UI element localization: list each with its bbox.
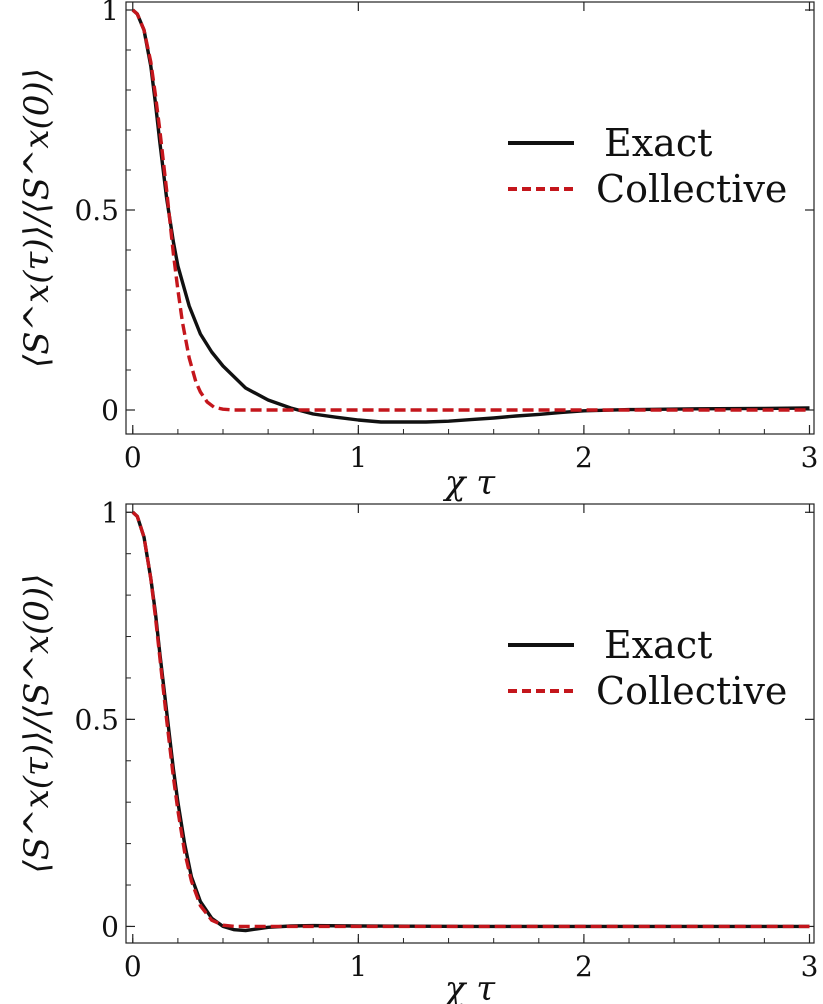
x-axis-label: χ τ — [443, 969, 496, 1004]
y-tick-label: 0 — [101, 910, 119, 943]
legend-label-exact: Exact — [604, 623, 712, 667]
x-tick-label: 3 — [801, 950, 819, 983]
legend-label-exact: Exact — [604, 121, 712, 165]
x-tick-label: 3 — [801, 441, 819, 474]
series-line-collective — [131, 511, 810, 929]
x-tick-label: 1 — [349, 950, 367, 983]
y-tick-label: 0 — [101, 394, 119, 427]
y-tick-label: 0.5 — [74, 703, 119, 736]
x-tick-label: 0 — [124, 441, 142, 474]
chart-panel-bottom: 0 1 2 3 0 0.5 1 χ τ ⟨S^x(τ)⟩/⟨S^x(0)⟩ ExactCollec… — [17, 496, 818, 1004]
x-tick-label: 0 — [124, 950, 142, 983]
x-tick-label: 2 — [575, 441, 593, 474]
y-tick-label: 1 — [101, 0, 119, 27]
chart-panel-top: 0 1 2 3 0 0.5 1 χ τ ⟨S^x(τ)⟩/⟨S^x(0)⟩ ExactCollec… — [17, 0, 818, 503]
series-line-collective — [131, 8, 810, 412]
plot-frame — [125, 1, 815, 435]
x-tick-label: 2 — [575, 950, 593, 983]
y-tick-label: 0.5 — [74, 194, 119, 227]
y-tick-label: 1 — [101, 496, 119, 529]
x-tick-label: 1 — [349, 441, 367, 474]
series-line-exact — [131, 511, 810, 933]
x-axis-label: χ τ — [443, 463, 496, 503]
legend-label-collective: Collective — [596, 167, 787, 211]
y-axis-label: ⟨S^x(τ)⟩/⟨S^x(0)⟩ — [17, 574, 57, 874]
y-axis-label: ⟨S^x(τ)⟩/⟨S^x(0)⟩ — [17, 68, 57, 368]
legend-label-collective: Collective — [596, 669, 787, 713]
plot-frame — [125, 503, 815, 944]
series-line-exact — [131, 8, 810, 424]
